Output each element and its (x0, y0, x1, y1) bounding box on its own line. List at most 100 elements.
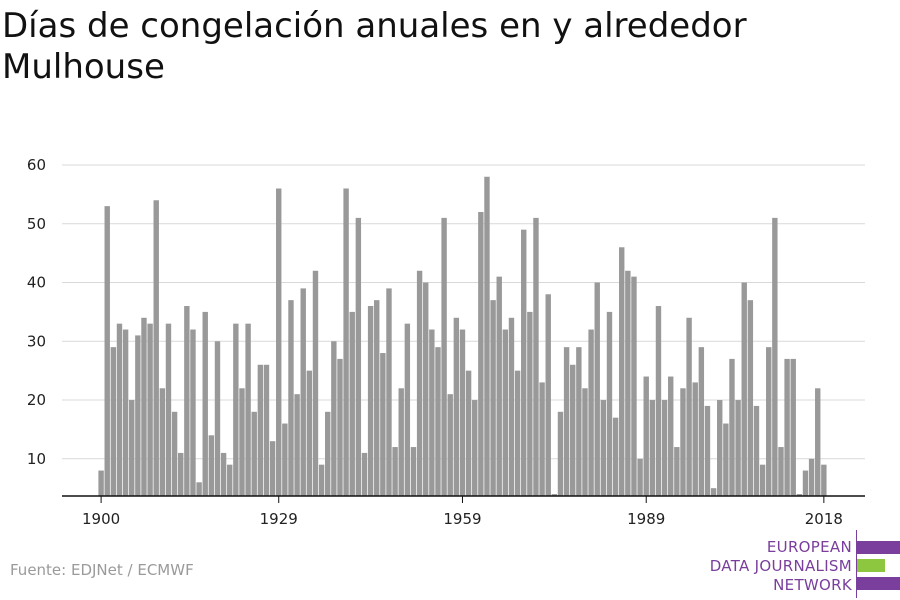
bar-1955[interactable] (435, 347, 441, 496)
bar-1986[interactable] (625, 270, 631, 496)
bar-1949[interactable] (398, 388, 404, 496)
bar-2012[interactable] (784, 358, 790, 496)
bar-1975[interactable] (557, 411, 564, 496)
bar-1951[interactable] (410, 447, 417, 496)
bar-1980[interactable] (588, 329, 594, 496)
bar-1940[interactable] (343, 188, 349, 496)
bar-1911[interactable] (165, 323, 172, 496)
bar-1921[interactable] (227, 464, 233, 496)
bar-1956[interactable] (441, 217, 447, 496)
bar-1995[interactable] (680, 388, 686, 496)
bar-1919[interactable] (214, 341, 221, 496)
bar-1927[interactable] (263, 364, 270, 496)
bar-1984[interactable] (612, 417, 619, 496)
bar-1936[interactable] (318, 464, 325, 496)
bar-1959[interactable] (459, 329, 466, 496)
bar-1960[interactable] (465, 370, 472, 496)
bar-1985[interactable] (619, 247, 625, 496)
bar-1929[interactable] (276, 188, 282, 496)
bar-2011[interactable] (778, 447, 784, 496)
bar-1917[interactable] (202, 311, 208, 496)
bar-1982[interactable] (600, 400, 607, 496)
bar-1912[interactable] (171, 411, 178, 496)
bar-1963[interactable] (484, 176, 490, 496)
bar-1998[interactable] (698, 347, 705, 496)
bar-1968[interactable] (514, 370, 521, 496)
bar-2010[interactable] (772, 217, 778, 496)
bar-2014[interactable] (796, 494, 803, 496)
bar-1926[interactable] (257, 364, 264, 496)
bar-2005[interactable] (741, 282, 747, 496)
bar-1954[interactable] (429, 329, 435, 496)
bar-1962[interactable] (478, 212, 484, 496)
bar-1961[interactable] (472, 400, 478, 496)
bar-1970[interactable] (527, 311, 533, 496)
bar-1953[interactable] (423, 282, 429, 496)
bar-2018[interactable] (821, 464, 827, 496)
bar-1976[interactable] (563, 347, 570, 496)
bar-1918[interactable] (208, 435, 215, 496)
bar-1978[interactable] (576, 347, 582, 496)
bar-1909[interactable] (153, 200, 159, 497)
bar-1996[interactable] (686, 317, 692, 496)
bar-1933[interactable] (300, 288, 306, 496)
bar-1966[interactable] (502, 329, 509, 496)
bar-1903[interactable] (116, 323, 123, 496)
bar-1957[interactable] (447, 394, 453, 496)
bar-1977[interactable] (570, 364, 576, 496)
bar-2004[interactable] (735, 400, 741, 496)
bar-1935[interactable] (312, 270, 319, 496)
bar-1920[interactable] (220, 452, 227, 496)
bar-1938[interactable] (331, 341, 337, 496)
bar-1923[interactable] (239, 388, 245, 496)
bar-1939[interactable] (337, 358, 343, 496)
bar-1979[interactable] (582, 388, 588, 496)
bar-1950[interactable] (404, 323, 411, 496)
bar-1908[interactable] (147, 323, 153, 496)
bar-1991[interactable] (655, 306, 662, 496)
bar-1932[interactable] (294, 394, 300, 496)
bar-1952[interactable] (416, 270, 423, 496)
bar-1948[interactable] (392, 447, 398, 496)
bar-1900[interactable] (98, 470, 104, 496)
bar-1945[interactable] (374, 300, 380, 496)
bar-1994[interactable] (674, 447, 680, 496)
bar-1971[interactable] (533, 217, 539, 496)
bar-1990[interactable] (649, 400, 656, 496)
bar-1987[interactable] (631, 276, 637, 496)
bar-1910[interactable] (159, 388, 166, 496)
bar-1964[interactable] (490, 300, 496, 496)
bar-2009[interactable] (766, 347, 772, 496)
bar-1989[interactable] (643, 376, 649, 496)
bar-2017[interactable] (815, 388, 821, 496)
bar-2001[interactable] (717, 400, 723, 496)
bar-1969[interactable] (521, 229, 527, 497)
bar-1931[interactable] (288, 300, 294, 496)
bar-1981[interactable] (594, 282, 600, 496)
bar-1941[interactable] (349, 311, 355, 496)
bar-1902[interactable] (110, 347, 117, 496)
bar-1992[interactable] (661, 400, 668, 496)
bar-2003[interactable] (729, 358, 735, 496)
bar-2007[interactable] (753, 405, 760, 496)
edjnet-logo[interactable]: EUROPEAN DATA JOURNALISM NETWORK (700, 530, 900, 600)
bar-1947[interactable] (386, 288, 392, 496)
bar-1965[interactable] (496, 276, 502, 496)
bar-1907[interactable] (141, 317, 147, 496)
bar-1906[interactable] (135, 335, 141, 496)
bar-1925[interactable] (251, 411, 257, 496)
bar-2015[interactable] (802, 470, 809, 496)
bar-2016[interactable] (808, 458, 815, 496)
bar-1930[interactable] (282, 423, 288, 496)
bar-2008[interactable] (759, 464, 766, 496)
bar-1983[interactable] (606, 311, 613, 496)
bar-1972[interactable] (539, 382, 545, 496)
bar-1974[interactable] (551, 494, 558, 496)
bar-1988[interactable] (637, 458, 643, 496)
bar-1944[interactable] (367, 306, 374, 496)
bar-1967[interactable] (508, 317, 515, 496)
bar-1916[interactable] (196, 482, 202, 496)
bar-1904[interactable] (122, 329, 129, 496)
bar-1915[interactable] (190, 329, 196, 496)
bar-1922[interactable] (233, 323, 239, 496)
